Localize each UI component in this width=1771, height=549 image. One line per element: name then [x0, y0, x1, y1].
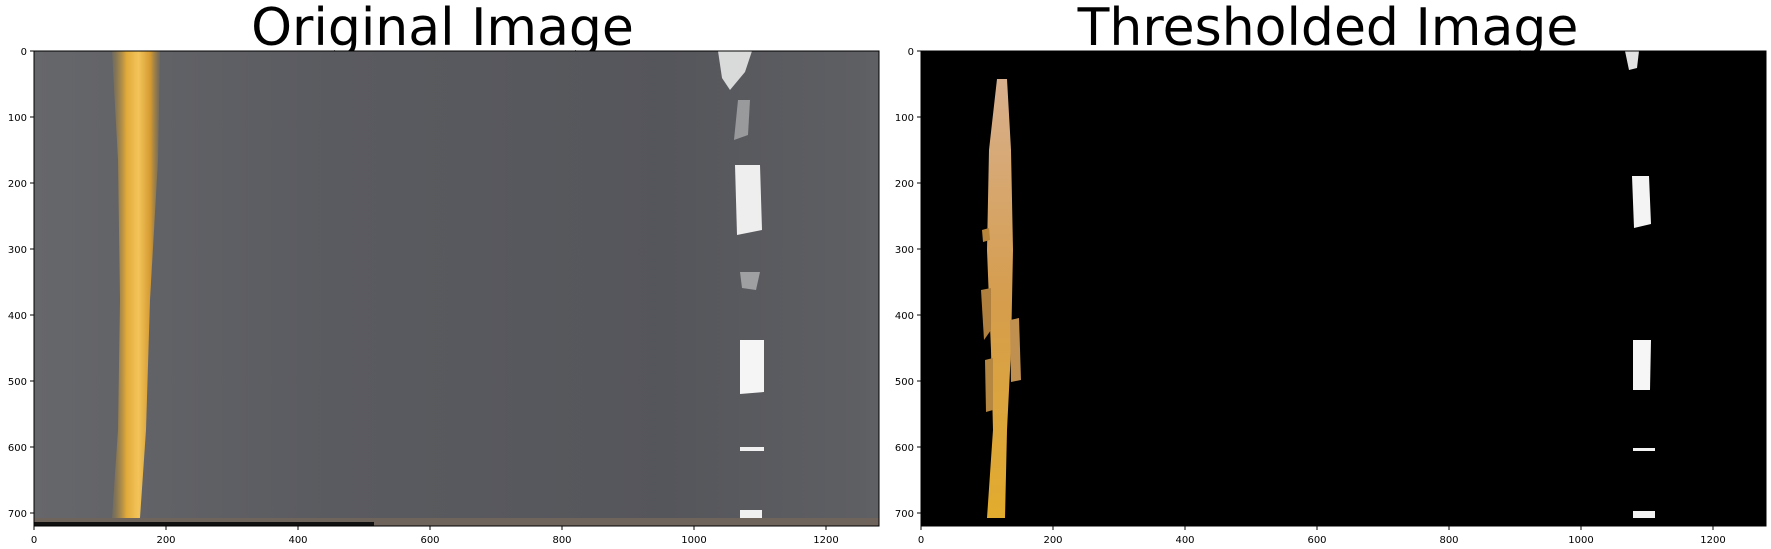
y-tick-label: 300	[895, 245, 914, 256]
thresholded-image	[921, 51, 1766, 526]
thresholded-image-title: Thresholded Image	[1077, 0, 1579, 58]
y-tick-label: 0	[21, 47, 27, 58]
x-tick-label: 800	[1439, 535, 1458, 546]
y-tick-label: 500	[895, 377, 914, 388]
original-x-axis: 0 200 400 600 800 1000 1200	[31, 526, 839, 546]
y-tick-label: 700	[895, 509, 914, 520]
x-tick-label: 1200	[1700, 535, 1725, 546]
y-tick-label: 100	[895, 113, 914, 124]
y-tick-label: 100	[8, 113, 27, 124]
x-tick-label: 1000	[681, 535, 706, 546]
original-image-title: Original Image	[251, 0, 634, 58]
original-image	[34, 51, 879, 526]
y-tick-label: 0	[908, 47, 914, 58]
original-y-axis: 0 100 200 300 400 500 600 700	[8, 47, 34, 520]
x-tick-label: 0	[918, 535, 924, 546]
thresholded-image-figure: 0 200 400 600 800 1000 1200 0 100 200 30…	[895, 47, 1767, 546]
x-tick-label: 600	[1307, 535, 1326, 546]
x-tick-label: 800	[552, 535, 571, 546]
thresholded-image-panel: Thresholded Image	[885, 0, 1771, 549]
y-tick-label: 200	[895, 179, 914, 190]
y-tick-label: 600	[895, 443, 914, 454]
original-image-figure: 0 200 400 600 800 1000 1200 0 100 200 30…	[8, 47, 880, 546]
y-tick-label: 600	[8, 443, 27, 454]
original-image-panel: Original Image	[0, 0, 885, 549]
y-tick-label: 500	[8, 377, 27, 388]
y-tick-label: 400	[895, 311, 914, 322]
x-tick-label: 200	[156, 535, 175, 546]
x-tick-label: 600	[420, 535, 439, 546]
y-tick-label: 400	[8, 311, 27, 322]
x-tick-label: 1200	[813, 535, 838, 546]
y-tick-label: 700	[8, 509, 27, 520]
y-tick-label: 200	[8, 179, 27, 190]
x-tick-label: 400	[1175, 535, 1194, 546]
thresholded-y-axis: 0 100 200 300 400 500 600 700	[895, 47, 921, 520]
x-tick-label: 1000	[1568, 535, 1593, 546]
x-tick-label: 0	[31, 535, 37, 546]
x-tick-label: 400	[288, 535, 307, 546]
y-tick-label: 300	[8, 245, 27, 256]
x-tick-label: 200	[1043, 535, 1062, 546]
thresholded-x-axis: 0 200 400 600 800 1000 1200	[918, 526, 1726, 546]
